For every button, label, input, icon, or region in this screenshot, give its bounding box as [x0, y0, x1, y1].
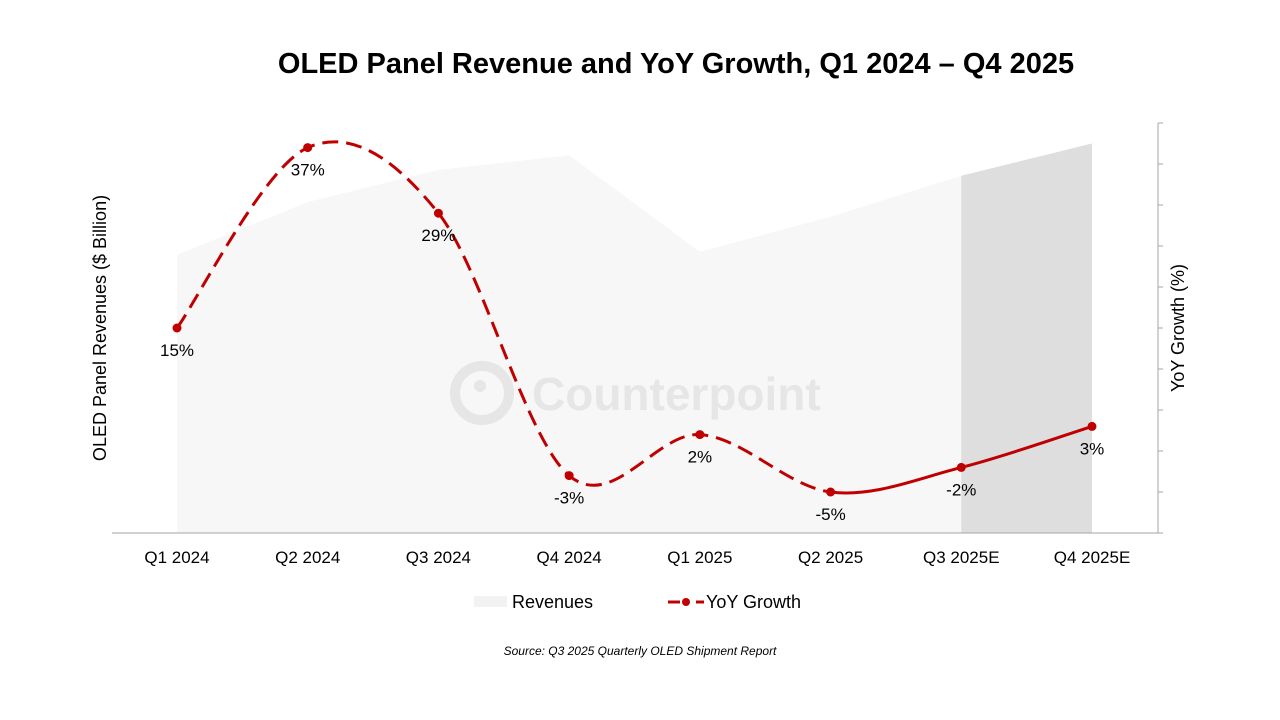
revenue-area	[177, 143, 1092, 533]
legend-revenues-label: Revenues	[512, 592, 593, 612]
yoy-data-label: 2%	[688, 448, 713, 467]
yoy-data-label: -3%	[554, 489, 584, 508]
right-axis-label: YoY Growth (%)	[1168, 264, 1188, 392]
x-tick-label: Q2 2025	[798, 548, 863, 567]
yoy-point	[564, 471, 574, 481]
x-tick-label: Q3 2025E	[923, 548, 1000, 567]
yoy-data-label: 3%	[1080, 439, 1105, 458]
left-axis-label: OLED Panel Revenues ($ Billion)	[90, 195, 110, 461]
yoy-point	[433, 208, 443, 218]
yoy-data-label: 15%	[160, 341, 194, 360]
x-tick-label: Q1 2025	[667, 548, 732, 567]
watermark-logo-icon	[450, 361, 514, 425]
yoy-point	[695, 430, 705, 440]
x-tick-label: Q1 2024	[144, 548, 209, 567]
yoy-point	[956, 462, 966, 472]
x-tick-label: Q4 2025E	[1054, 548, 1131, 567]
yoy-data-label: -5%	[815, 505, 845, 524]
revenue-area-layer	[177, 143, 1092, 533]
legend: Revenues YoY Growth	[474, 592, 801, 612]
legend-revenues-swatch	[474, 596, 507, 607]
watermark-text: Counterpoint	[532, 368, 821, 420]
yoy-data-label: -2%	[946, 480, 976, 499]
yoy-data-label: 29%	[421, 226, 455, 245]
chart-title: OLED Panel Revenue and YoY Growth, Q1 20…	[278, 48, 1074, 80]
watermark: Counterpoint	[450, 361, 821, 425]
x-tick-label: Q3 2024	[406, 548, 471, 567]
x-tick-label: Q4 2024	[537, 548, 602, 567]
revenue-forecast-area	[961, 143, 1092, 533]
yoy-point	[303, 143, 313, 153]
yoy-point	[172, 323, 182, 333]
yoy-line-layer: 15% 37% 29% -3% 2% -5% -2% 3%	[160, 140, 1105, 524]
legend-yoy-marker	[682, 598, 690, 606]
x-tick-labels: Q1 2024 Q2 2024 Q3 2024 Q4 2024 Q1 2025 Q2 20…	[144, 548, 1130, 567]
watermark-logo-dot	[474, 380, 486, 392]
x-tick-label: Q2 2024	[275, 548, 340, 567]
yoy-point	[1087, 421, 1097, 431]
source-note: Source: Q3 2025 Quarterly OLED Shipment …	[504, 644, 777, 658]
yoy-point	[826, 487, 836, 497]
yoy-data-label: 37%	[291, 161, 325, 180]
right-axis	[1157, 122, 1163, 534]
legend-yoy-label: YoY Growth	[706, 592, 801, 612]
